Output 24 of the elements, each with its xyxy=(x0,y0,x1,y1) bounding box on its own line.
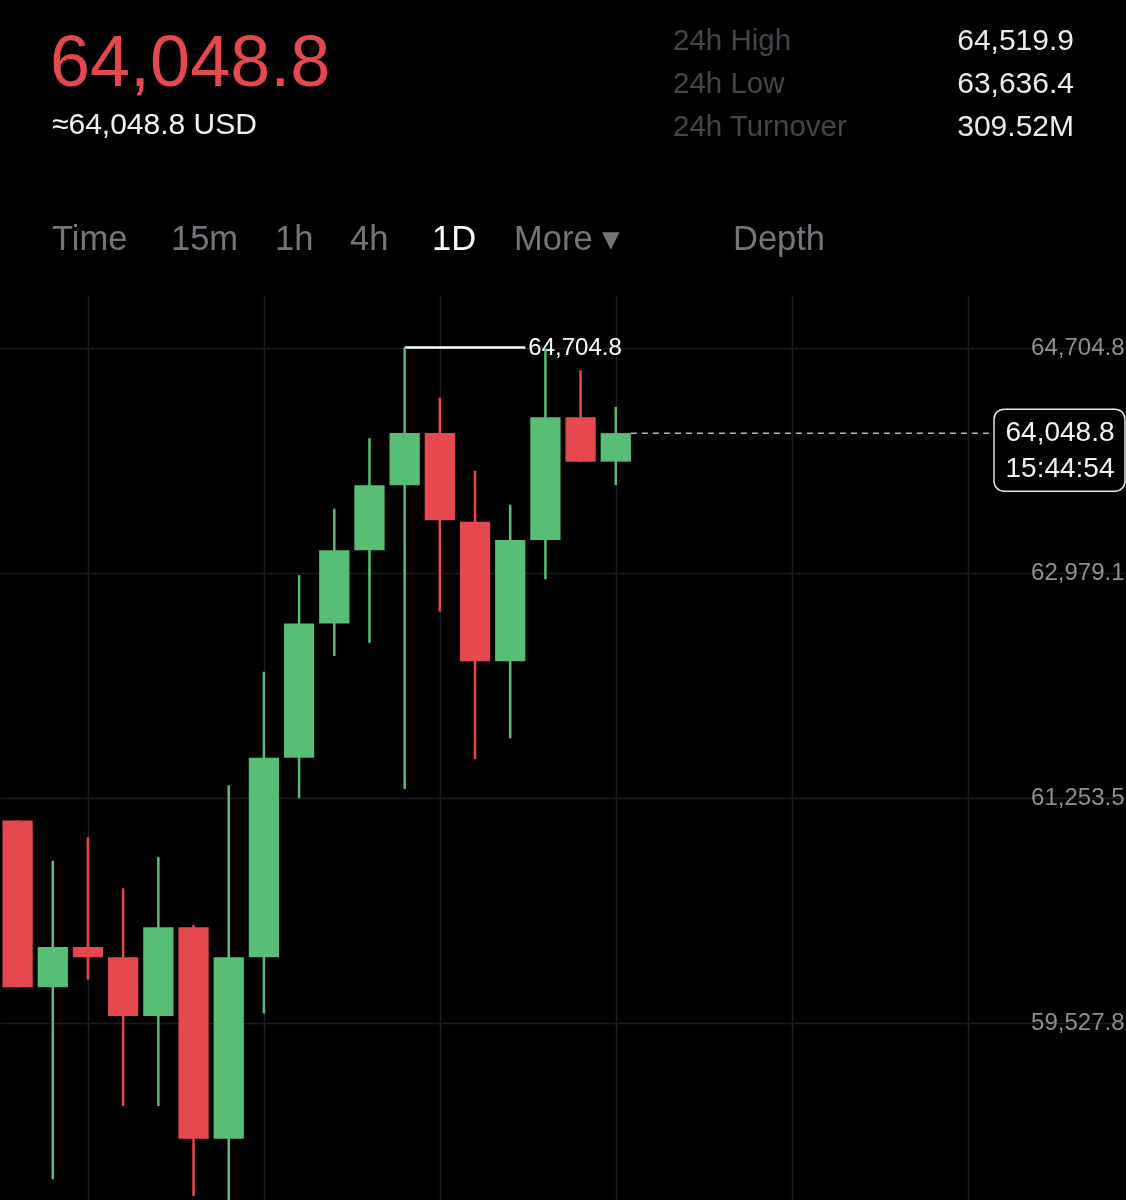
text: 24h Turnover xyxy=(673,109,848,142)
candlestick xyxy=(72,836,104,981)
text: 24h Low xyxy=(673,66,786,99)
candlestick xyxy=(389,346,420,791)
y-tick-label: 62,979.1 xyxy=(1031,558,1125,586)
text: 15m xyxy=(171,219,239,257)
text: More ▾ xyxy=(514,219,621,257)
text: 1h xyxy=(275,219,314,257)
text: Time xyxy=(52,219,128,257)
text: Depth xyxy=(733,219,826,257)
annotation: 64,704.8 xyxy=(528,332,622,360)
chart-title: 64,048.8 xyxy=(50,21,331,101)
y-tick-label: 64,704.8 xyxy=(1031,333,1125,361)
chart-subtitle: ≈64,048.8 USD xyxy=(52,107,257,140)
text: 64,519.9 xyxy=(957,23,1074,56)
text: 309.52M xyxy=(957,109,1074,142)
y-tick-label: 61,253.5 xyxy=(1031,783,1125,811)
text: 1D xyxy=(432,219,477,257)
y-tick-label: 59,527.8 xyxy=(1031,1008,1125,1036)
candlestick xyxy=(37,859,68,1181)
text: 63,636.4 xyxy=(957,66,1074,99)
text: 24h High xyxy=(673,23,792,56)
ref-line-label: 64,048.8 15:44:54 xyxy=(1005,416,1115,484)
text: 4h xyxy=(350,219,389,257)
